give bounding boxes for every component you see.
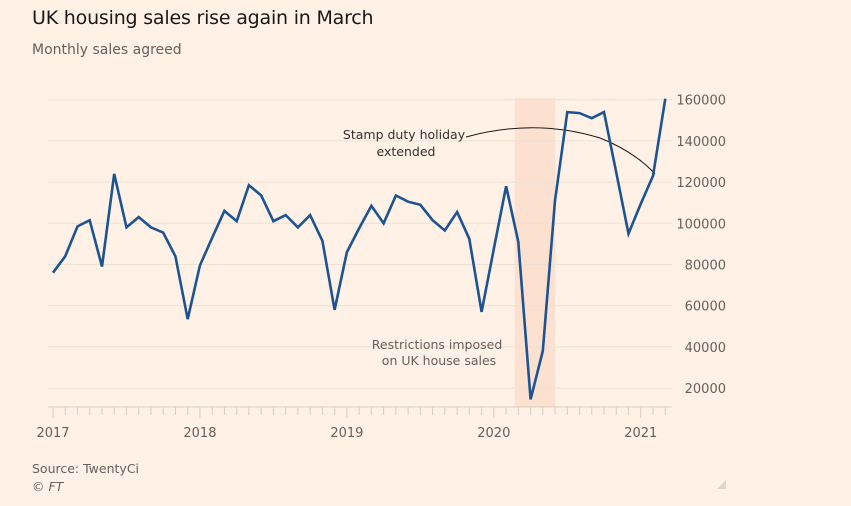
x-tick-label: 2019: [330, 426, 363, 441]
y-tick-label: 120000: [676, 176, 726, 191]
x-tick-label: 2017: [36, 426, 69, 441]
y-tick-label: 160000: [676, 94, 726, 109]
series-line: [51, 98, 667, 400]
chart-subtitle: Monthly sales agreed: [32, 42, 182, 58]
resize-grip-icon[interactable]: [717, 480, 726, 489]
x-tick-label: 2021: [624, 426, 657, 441]
y-tick-label: 60000: [685, 300, 726, 315]
annotation-arrow: [465, 127, 656, 175]
y-tick-label: 20000: [685, 382, 726, 397]
annotation-restrictions-line-1: Restrictions imposed: [372, 337, 503, 352]
shaded-band: [514, 98, 556, 407]
chart-title: UK housing sales rise again in March: [32, 7, 374, 29]
copyright-note: © FT: [32, 479, 64, 494]
y-tick-label: 80000: [685, 259, 726, 274]
x-axis: 2017 2018 2019 2020 2021: [36, 406, 672, 441]
y-tick-label: 140000: [676, 135, 726, 150]
shaded-band-layer: [514, 98, 556, 407]
y-tick-label: 100000: [676, 217, 726, 232]
source-note: Source: TwentyCi: [32, 461, 140, 476]
series-layer: [51, 98, 667, 400]
annotation-stamp-duty-line-1: Stamp duty holiday: [343, 127, 466, 142]
gridlines: [48, 99, 672, 389]
annotation-restrictions-line-2: on UK house sales: [382, 353, 496, 368]
y-tick-label: 40000: [685, 341, 726, 356]
x-tick-label: 2020: [477, 426, 510, 441]
x-tick-label: 2018: [183, 426, 216, 441]
y-axis-labels: 20000 40000 60000 80000 100000 120000 140000 16…: [676, 94, 726, 397]
annotation-stamp-duty: Stamp duty holiday extended: [343, 127, 469, 159]
annotation-stamp-duty-line-2: extended: [377, 144, 436, 159]
annotation-restrictions: Restrictions imposed on UK house sales: [372, 337, 507, 368]
